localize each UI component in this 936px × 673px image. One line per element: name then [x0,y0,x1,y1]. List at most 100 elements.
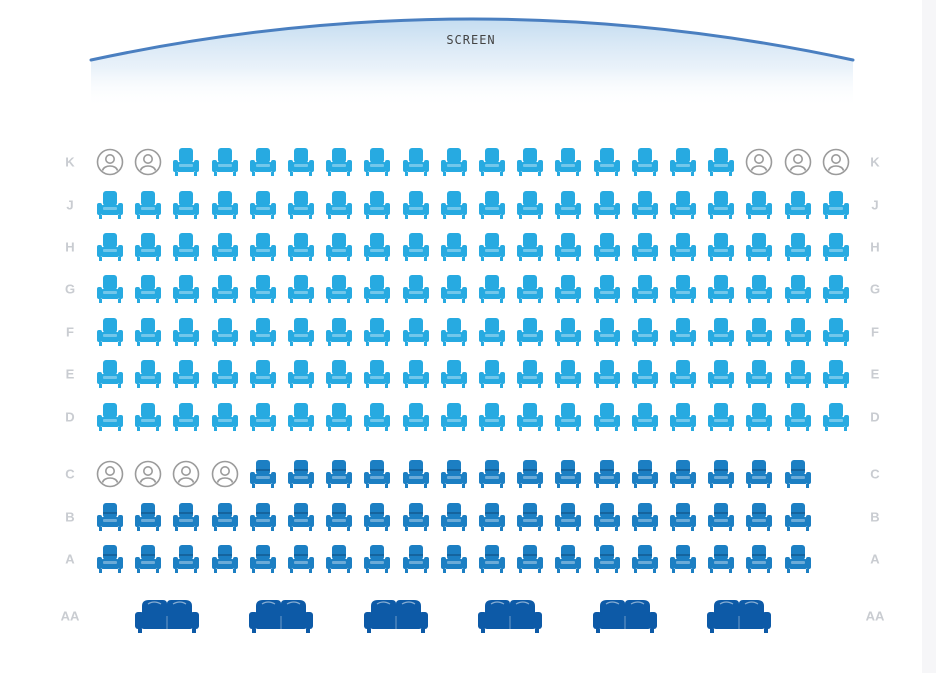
seat-a-4[interactable] [211,544,239,574]
seat-b-11[interactable] [478,502,506,532]
seat-d-5[interactable] [249,402,277,432]
seat-h-7[interactable] [325,232,353,262]
seat-e-19[interactable] [784,359,812,389]
seat-g-4[interactable] [211,274,239,304]
sofa-seat-aa-1[interactable] [134,598,200,634]
seat-g-18[interactable] [745,274,773,304]
seat-h-13[interactable] [554,232,582,262]
seat-g-8[interactable] [363,274,391,304]
seat-b-15[interactable] [631,502,659,532]
seat-c-10[interactable] [440,459,468,489]
seat-b-17[interactable] [707,502,735,532]
seat-k-16[interactable] [669,147,697,177]
seat-f-13[interactable] [554,317,582,347]
seat-f-1[interactable] [96,317,124,347]
seat-c-15[interactable] [631,459,659,489]
seat-f-14[interactable] [593,317,621,347]
seat-h-9[interactable] [402,232,430,262]
seat-g-17[interactable] [707,274,735,304]
seat-h-17[interactable] [707,232,735,262]
seat-a-7[interactable] [325,544,353,574]
seat-h-19[interactable] [784,232,812,262]
seat-g-16[interactable] [669,274,697,304]
seat-d-3[interactable] [172,402,200,432]
seat-e-17[interactable] [707,359,735,389]
seat-a-14[interactable] [593,544,621,574]
seat-e-4[interactable] [211,359,239,389]
seat-c-5[interactable] [249,459,277,489]
seat-h-20[interactable] [822,232,850,262]
seat-k-14[interactable] [593,147,621,177]
seat-c-6[interactable] [287,459,315,489]
seat-h-14[interactable] [593,232,621,262]
seat-d-1[interactable] [96,402,124,432]
seat-c-12[interactable] [516,459,544,489]
seat-c-9[interactable] [402,459,430,489]
seat-e-18[interactable] [745,359,773,389]
seat-j-3[interactable] [172,190,200,220]
seat-h-5[interactable] [249,232,277,262]
seat-h-15[interactable] [631,232,659,262]
seat-a-18[interactable] [745,544,773,574]
seat-g-19[interactable] [784,274,812,304]
seat-c-11[interactable] [478,459,506,489]
seat-d-9[interactable] [402,402,430,432]
seat-b-19[interactable] [784,502,812,532]
seat-f-6[interactable] [287,317,315,347]
seat-j-8[interactable] [363,190,391,220]
seat-j-18[interactable] [745,190,773,220]
seat-j-13[interactable] [554,190,582,220]
seat-k-9[interactable] [402,147,430,177]
seat-d-19[interactable] [784,402,812,432]
seat-k-5[interactable] [249,147,277,177]
seat-d-15[interactable] [631,402,659,432]
seat-h-8[interactable] [363,232,391,262]
seat-e-9[interactable] [402,359,430,389]
seat-e-13[interactable] [554,359,582,389]
seat-a-13[interactable] [554,544,582,574]
seat-j-10[interactable] [440,190,468,220]
seat-a-10[interactable] [440,544,468,574]
seat-e-12[interactable] [516,359,544,389]
sofa-seat-aa-6[interactable] [706,598,772,634]
seat-j-4[interactable] [211,190,239,220]
seat-b-16[interactable] [669,502,697,532]
seat-b-18[interactable] [745,502,773,532]
seat-a-15[interactable] [631,544,659,574]
seat-f-11[interactable] [478,317,506,347]
seat-h-1[interactable] [96,232,124,262]
seat-d-8[interactable] [363,402,391,432]
seat-b-6[interactable] [287,502,315,532]
seat-d-12[interactable] [516,402,544,432]
seat-d-14[interactable] [593,402,621,432]
seat-j-20[interactable] [822,190,850,220]
occupied-seat-k-1[interactable] [96,148,124,176]
seat-f-4[interactable] [211,317,239,347]
seat-g-6[interactable] [287,274,315,304]
seat-a-16[interactable] [669,544,697,574]
seat-e-10[interactable] [440,359,468,389]
seat-a-11[interactable] [478,544,506,574]
seat-f-16[interactable] [669,317,697,347]
occupied-seat-k-20[interactable] [822,148,850,176]
seat-h-3[interactable] [172,232,200,262]
seat-f-7[interactable] [325,317,353,347]
sofa-seat-aa-4[interactable] [477,598,543,634]
sofa-seat-aa-2[interactable] [248,598,314,634]
seat-b-5[interactable] [249,502,277,532]
seat-j-16[interactable] [669,190,697,220]
seat-g-2[interactable] [134,274,162,304]
seat-e-16[interactable] [669,359,697,389]
seat-f-3[interactable] [172,317,200,347]
seat-d-13[interactable] [554,402,582,432]
seat-e-7[interactable] [325,359,353,389]
seat-j-5[interactable] [249,190,277,220]
seat-j-15[interactable] [631,190,659,220]
seat-b-10[interactable] [440,502,468,532]
seat-g-14[interactable] [593,274,621,304]
seat-k-6[interactable] [287,147,315,177]
seat-d-11[interactable] [478,402,506,432]
seat-k-13[interactable] [554,147,582,177]
seat-b-14[interactable] [593,502,621,532]
seat-f-2[interactable] [134,317,162,347]
